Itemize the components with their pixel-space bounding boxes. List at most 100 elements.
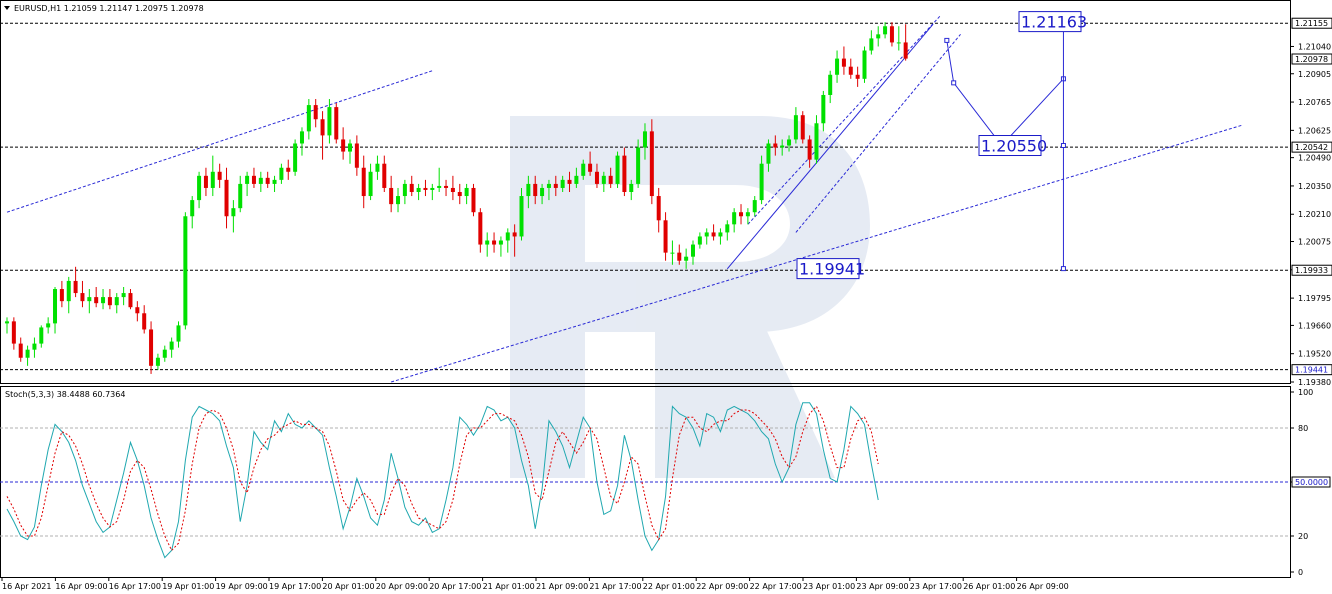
candle-body	[670, 252, 675, 254]
stoch-tick-label: 0	[1298, 568, 1303, 577]
price-annotation-box	[796, 258, 860, 280]
time-tick-label: 22 Apr 17:00	[750, 582, 802, 591]
candle-body	[107, 297, 112, 306]
candle-body	[471, 187, 476, 213]
candle-body	[492, 240, 497, 245]
time-tick-label: 26 Apr 09:00	[1017, 582, 1069, 591]
candle-body	[341, 139, 346, 152]
candle-body	[807, 139, 812, 160]
price-tick-label: 1.20490	[1298, 154, 1331, 163]
candle-body	[444, 185, 449, 188]
stoch-tick-label: 50.0000	[1295, 478, 1328, 487]
candle-body	[896, 42, 901, 44]
candle-body	[540, 187, 545, 197]
candle-body	[389, 187, 394, 205]
main-chart-title: EURUSD,H1 1.21059 1.21147 1.20975 1.2097…	[14, 4, 204, 13]
candle-body	[821, 94, 826, 124]
price-axis: 1.21040 1.20905 1.20765 1.20625 1.20490 1.203…	[1290, 17, 1332, 387]
candle-body	[190, 200, 195, 217]
time-tick-label: 21 Apr 17:00	[589, 582, 641, 591]
time-tick-label: 19 Apr 01:00	[162, 582, 214, 591]
candle-body	[286, 167, 291, 172]
candle-body	[814, 123, 819, 160]
candle-body	[684, 256, 689, 261]
stoch-signal-line	[6, 405, 879, 552]
time-tick-label: 19 Apr 17:00	[269, 582, 321, 591]
candle-body	[197, 175, 202, 201]
level-tag-label: 1.19441	[1295, 366, 1328, 375]
candle-body	[526, 183, 531, 197]
candle-body	[622, 155, 627, 192]
candle-body	[588, 163, 593, 172]
candle-body	[574, 175, 579, 184]
candle-body	[800, 115, 805, 140]
price-tick-label: 1.20905	[1298, 70, 1331, 79]
candle-body	[11, 321, 16, 344]
level-tag	[1291, 17, 1332, 29]
candle-body	[505, 232, 510, 241]
time-tick-label: 23 Apr 17:00	[910, 582, 962, 591]
forecast: 1.21163 1.20550 1.19941	[796, 11, 1087, 280]
candle-body	[642, 131, 647, 148]
time-tick-label: 23 Apr 01:00	[803, 582, 855, 591]
candle-body	[334, 107, 339, 140]
candle-body	[711, 232, 716, 237]
candle-body	[272, 179, 277, 184]
candle-body	[478, 212, 483, 245]
candle-body	[39, 327, 44, 344]
candle-body	[835, 58, 840, 75]
candle-body	[862, 50, 867, 79]
candle-body	[581, 163, 586, 176]
candle-body	[841, 58, 846, 67]
candle-body	[780, 145, 785, 148]
price-annotation-box	[978, 135, 1042, 157]
level-tag-label: 1.19933	[1295, 266, 1328, 275]
candle-body	[663, 220, 668, 253]
candle-body	[869, 38, 874, 51]
price-annotation-label: 1.21163	[1021, 13, 1087, 32]
candle-body	[142, 313, 147, 330]
candle-body	[450, 187, 455, 192]
candle-body	[615, 155, 620, 184]
candle-body	[793, 115, 798, 140]
time-tick-label: 16 Apr 09:00	[55, 582, 107, 591]
candle-body	[94, 297, 99, 304]
candle-body	[73, 280, 78, 294]
candle-body	[533, 183, 538, 197]
range-node	[1060, 266, 1066, 272]
candle-body	[409, 183, 414, 192]
candle-body	[46, 323, 51, 328]
level-tag	[1291, 141, 1332, 153]
level-tag	[1291, 264, 1332, 276]
candle-body	[855, 74, 860, 79]
candle-body	[361, 167, 366, 197]
candle-body	[498, 240, 503, 245]
candle-body	[135, 307, 140, 314]
candle-body	[210, 171, 215, 188]
candle-body	[306, 105, 311, 132]
candle-body	[25, 349, 30, 358]
stoch-axis: 100 80 50.0000 20 0	[1290, 388, 1331, 577]
level-tag	[1291, 53, 1332, 65]
level-tag-label: 1.21155	[1295, 19, 1328, 28]
time-tick-label: 16 Apr 17:00	[109, 582, 161, 591]
menu-triangle-icon[interactable]	[4, 6, 10, 10]
candle-body	[128, 293, 133, 308]
stoch-tick-label: 100	[1298, 388, 1313, 397]
candle-body	[279, 167, 284, 180]
price-tick-label: 1.19380	[1298, 378, 1331, 387]
candle-body	[903, 42, 908, 59]
candle-body	[203, 175, 208, 188]
candle-body	[787, 139, 792, 146]
candle-body	[149, 329, 154, 366]
candle-body	[245, 175, 250, 184]
price-tick-label: 1.20210	[1298, 210, 1331, 219]
candle-body	[889, 26, 894, 43]
candle-body	[718, 232, 723, 237]
candle-body	[828, 74, 833, 95]
candle-body	[553, 183, 558, 188]
candle-body	[382, 163, 387, 188]
candle-body	[416, 187, 421, 192]
candle-body	[883, 26, 888, 35]
